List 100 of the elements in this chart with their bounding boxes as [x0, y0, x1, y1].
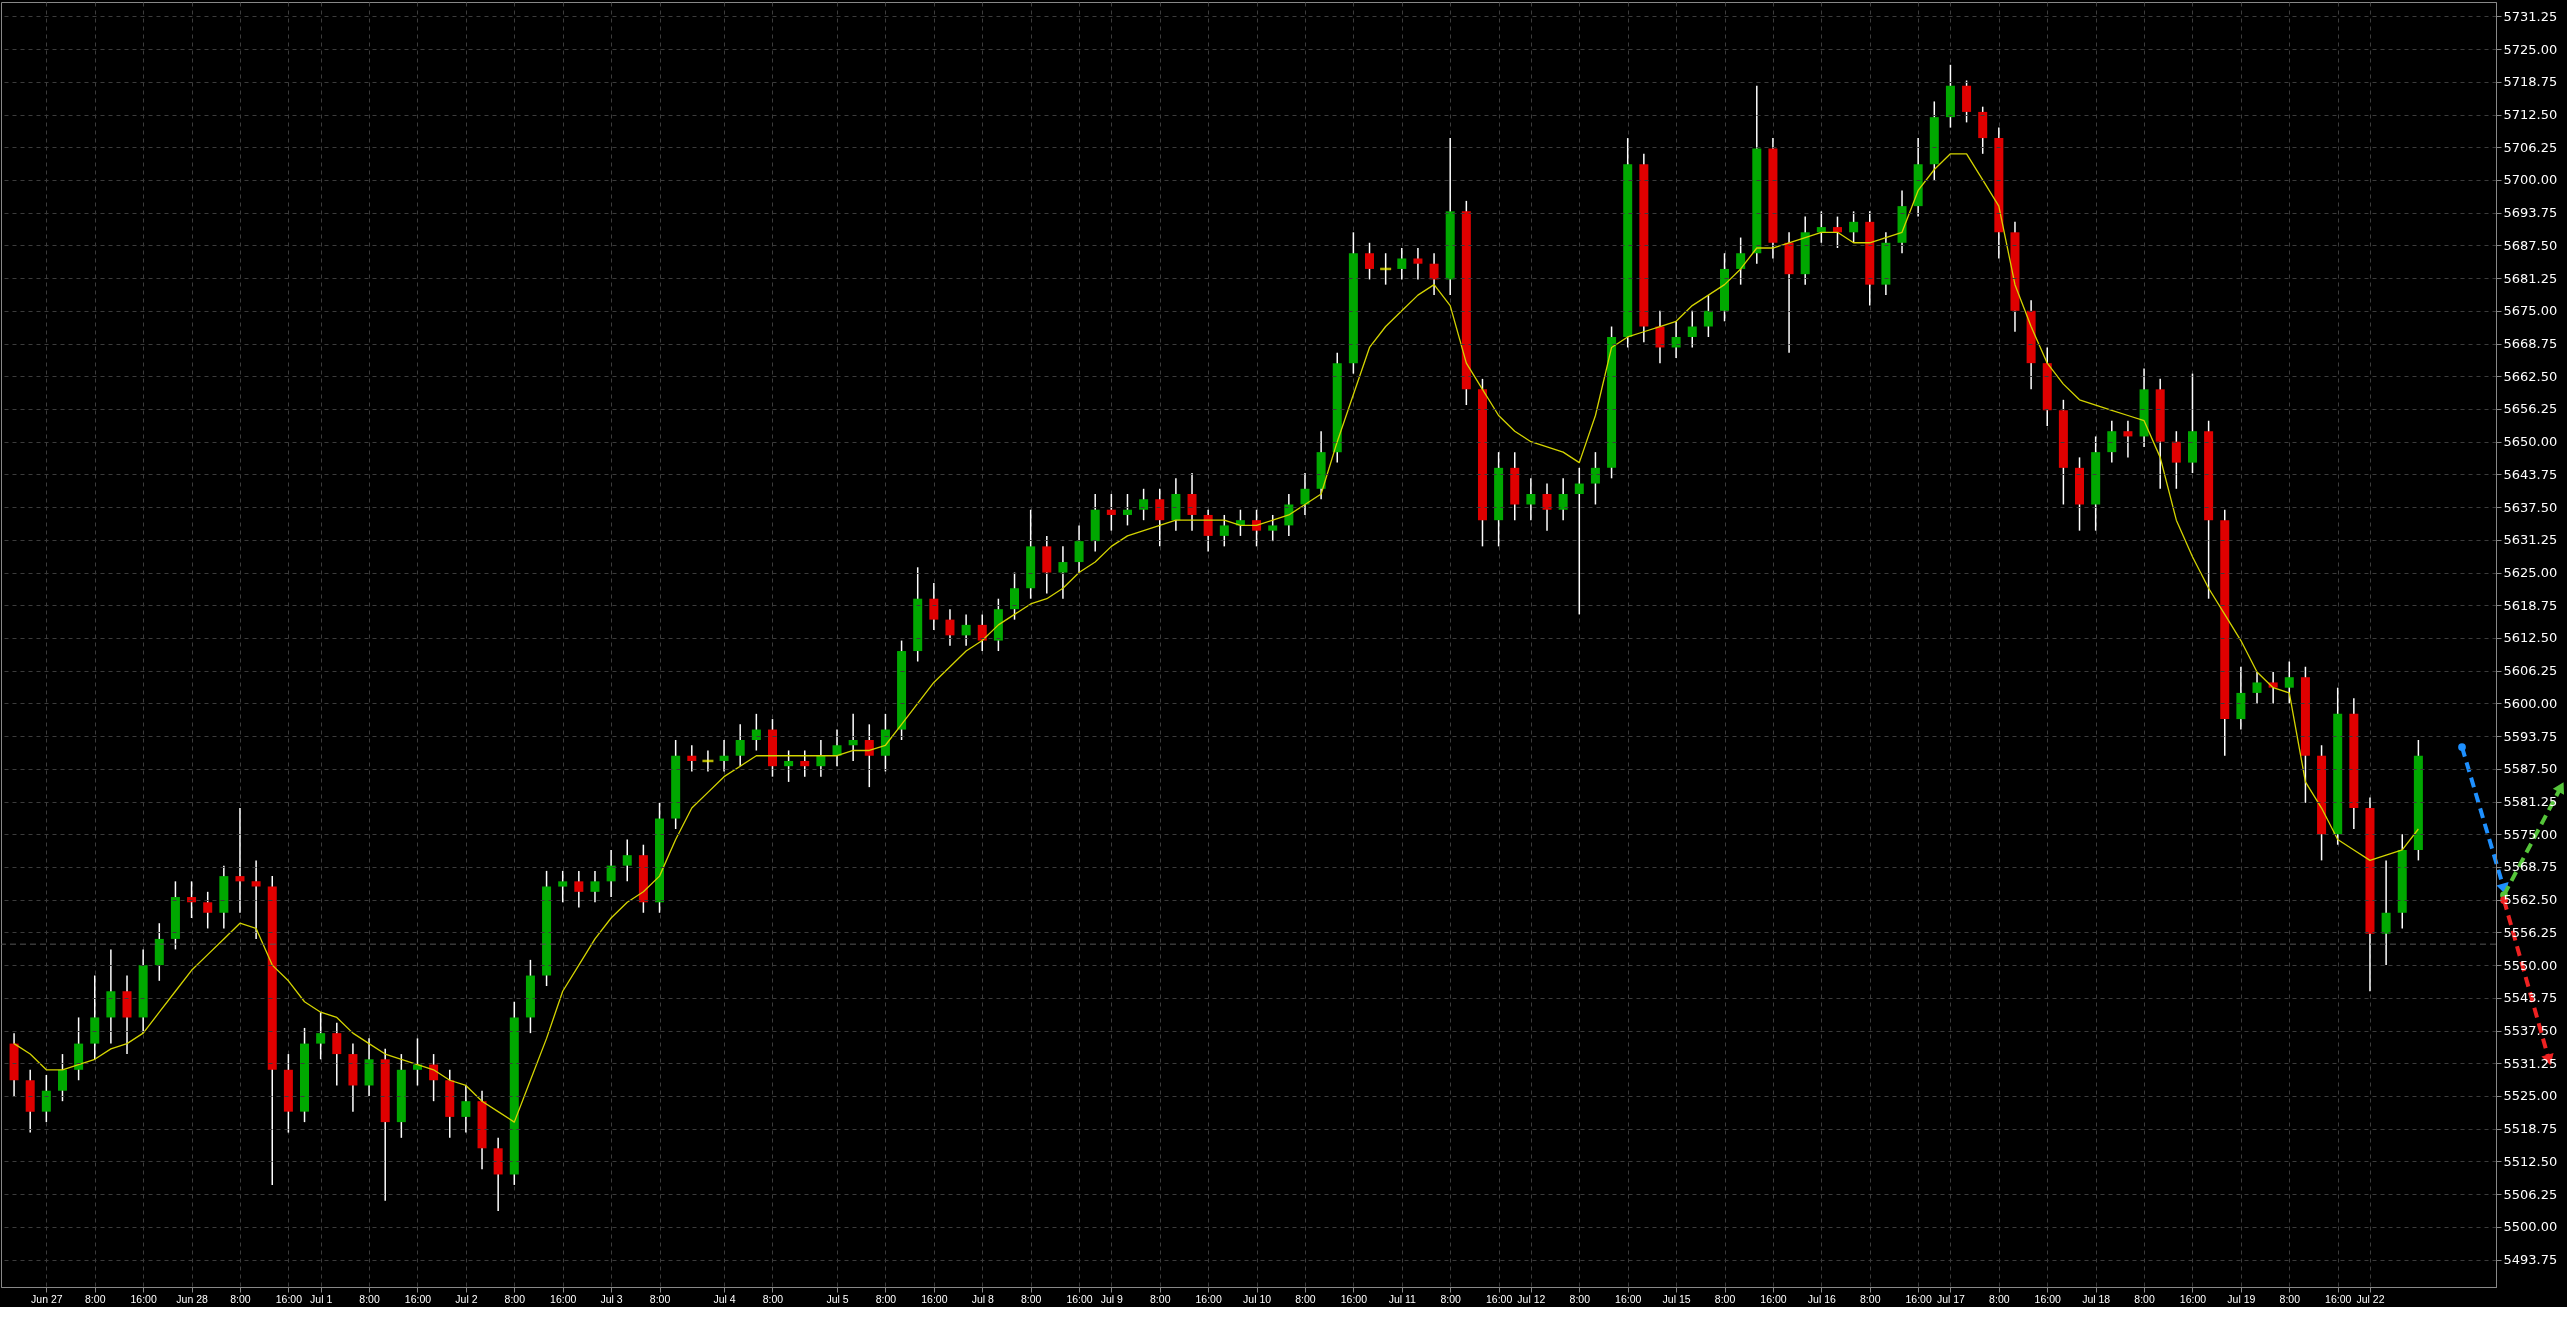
x-tick-label: 8:00: [649, 1292, 671, 1305]
y-tick-label: 5731.25: [2503, 8, 2558, 24]
candlestick: [461, 1084, 471, 1134]
y-tick-label: 5650.00: [2503, 434, 2558, 450]
candlestick: [574, 870, 584, 909]
candlestick: [751, 713, 761, 752]
y-tick-label: 5618.75: [2503, 597, 2558, 613]
candlestick: [2171, 430, 2181, 490]
y-tick-label: 5568.75: [2503, 859, 2558, 875]
y-tick-label: 5712.50: [2503, 107, 2558, 123]
x-tick-label: Jul 16: [1807, 1292, 1836, 1305]
candlestick: [1268, 514, 1278, 542]
x-tick-label: Jul 9: [1100, 1292, 1124, 1305]
y-tick-label: 5512.50: [2503, 1153, 2558, 1169]
x-tick-label: 16:00: [550, 1292, 577, 1305]
candlestick: [2284, 660, 2294, 705]
candlestick: [687, 744, 697, 773]
x-tick-label: 16:00: [1905, 1292, 1932, 1305]
x-tick-label: 16:00: [130, 1292, 157, 1305]
y-tick-label: 5625.00: [2503, 565, 2558, 581]
x-tick-label: Jun 28: [176, 1292, 208, 1305]
x-tick-label: Jul 15: [1662, 1292, 1691, 1305]
candlestick: [816, 739, 826, 778]
x-tick-label: 8:00: [2279, 1292, 2301, 1305]
candlestick: [961, 613, 971, 647]
x-tick-label: 16:00: [2034, 1292, 2062, 1305]
candlestick: [1413, 247, 1423, 281]
x-tick-label: 8:00: [1440, 1292, 1462, 1305]
x-tick-label: Jul 3: [600, 1292, 623, 1305]
candlestick: [1526, 477, 1536, 521]
candlestick: [1187, 472, 1197, 532]
x-tick-label: 16:00: [1340, 1292, 1368, 1305]
y-tick-label: 5581.25: [2503, 794, 2558, 810]
candlestick: [332, 1021, 342, 1087]
x-tick-label: Jul 8: [971, 1292, 994, 1305]
x-tick-label: 8:00: [1295, 1292, 1316, 1305]
y-tick-label: 5631.25: [2503, 532, 2558, 548]
x-tick-label: 8:00: [875, 1292, 897, 1305]
y-tick-label: 5500.00: [2503, 1219, 2558, 1235]
x-tick-label: 8:00: [504, 1292, 526, 1305]
candlestick: [590, 870, 600, 904]
candlestick: [1365, 242, 1375, 281]
x-tick-label: Jul 5: [826, 1292, 849, 1305]
candlestick: [1736, 236, 1746, 286]
x-tick-label: 8:00: [1150, 1292, 1171, 1305]
candlestick: [2123, 419, 2133, 459]
y-tick-label: 5525.00: [2503, 1088, 2558, 1104]
y-tick-label: 5681.25: [2503, 270, 2558, 286]
candlestick: [1687, 310, 1697, 349]
candlestick: [1074, 524, 1084, 574]
y-tick-label: 5687.50: [2503, 237, 2558, 253]
x-tick-label: 8:00: [359, 1292, 380, 1305]
y-tick-label: 5725.00: [2503, 41, 2558, 57]
y-tick-label: 5637.50: [2503, 499, 2558, 515]
x-tick-label: Jul 10: [1243, 1292, 1272, 1305]
candlestick: [558, 870, 568, 904]
x-tick-label: 16:00: [1066, 1292, 1093, 1305]
y-tick-label: 5693.75: [2503, 205, 2558, 221]
y-tick-label: 5675.00: [2503, 303, 2558, 319]
candlestick: [1139, 488, 1149, 521]
y-tick-label: 5537.50: [2503, 1023, 2558, 1039]
x-tick-label: 16:00: [2325, 1292, 2352, 1305]
candlestick: [848, 713, 858, 762]
x-tick-label: 16:00: [1485, 1292, 1513, 1305]
y-tick-label: 5600.00: [2503, 695, 2558, 711]
x-tick-label: 8:00: [85, 1292, 106, 1305]
candlestick: [57, 1053, 67, 1102]
y-tick-label: 5556.25: [2503, 924, 2558, 940]
candlestick: [1574, 467, 1584, 616]
candlestick: [203, 891, 213, 930]
candlestick: [1849, 210, 1859, 244]
x-tick-label: Jul 19: [2227, 1292, 2256, 1305]
y-tick-label: 5506.25: [2503, 1186, 2558, 1202]
x-tick-label: 16:00: [404, 1292, 432, 1305]
x-tick-label: 16:00: [275, 1292, 303, 1305]
candlestick: [735, 723, 745, 767]
candlestick: [1058, 545, 1068, 600]
x-tick-label: Jul 22: [2356, 1292, 2385, 1305]
candlestick: [1397, 247, 1407, 281]
candlestick: [41, 1074, 51, 1123]
candlestick: [800, 749, 810, 778]
candlestick: [1219, 514, 1229, 548]
candlestick: [864, 723, 874, 788]
candlestick: [1429, 252, 1439, 296]
y-tick-label: 5656.25: [2503, 401, 2558, 417]
candlestick: [2381, 859, 2391, 966]
x-tick-label: 8:00: [762, 1292, 784, 1305]
candlestick: [235, 807, 245, 914]
x-tick-label: 8:00: [2134, 1292, 2155, 1305]
candlestick: [1655, 310, 1665, 364]
x-tick-label: 8:00: [230, 1292, 251, 1305]
x-tick-label: Jul 1: [310, 1292, 333, 1305]
y-tick-label: 5493.75: [2503, 1252, 2558, 1268]
candlestick: [2107, 419, 2117, 464]
candlestick: [1590, 451, 1600, 506]
candlestick: [929, 582, 939, 631]
x-tick-label: 8:00: [1020, 1292, 1042, 1305]
x-tick-label: Jul 2: [455, 1292, 478, 1305]
candlestick: [1203, 508, 1213, 553]
candlestick: [719, 739, 729, 773]
